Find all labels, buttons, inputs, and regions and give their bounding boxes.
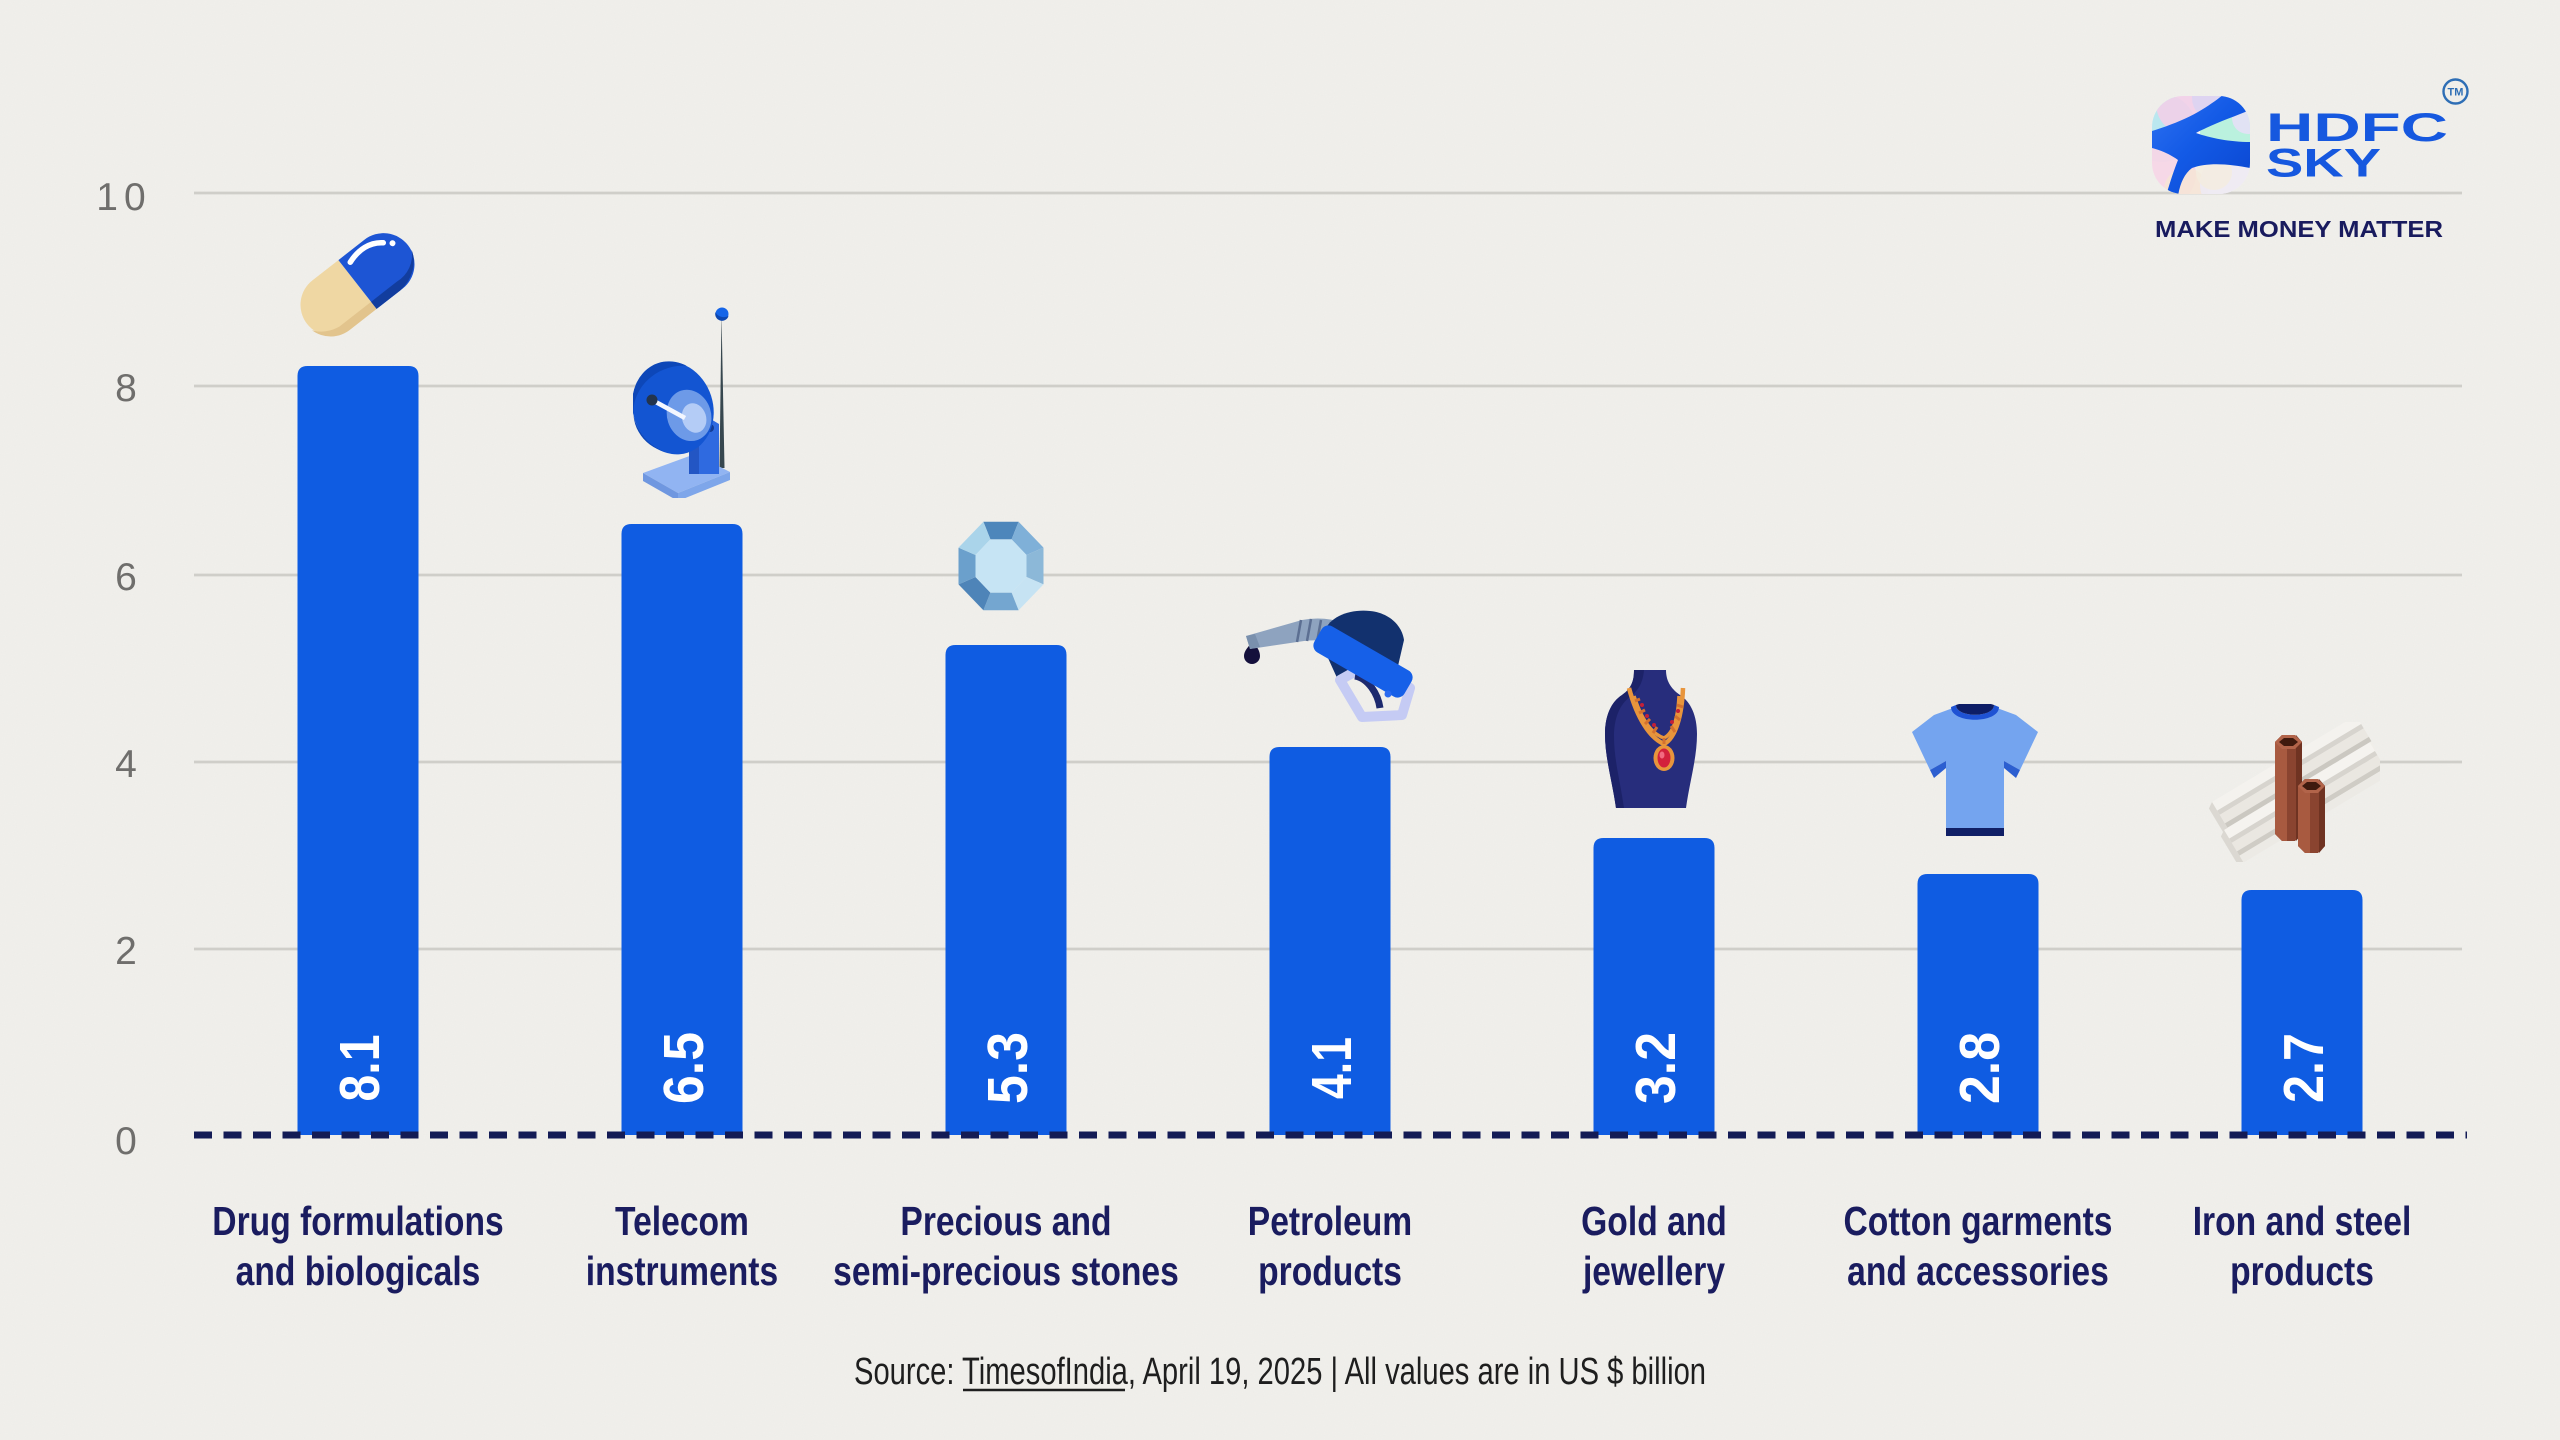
svg-text:8: 8 <box>115 367 137 410</box>
svg-text:4.1: 4.1 <box>1300 1037 1364 1099</box>
svg-text:5.3: 5.3 <box>976 1032 1040 1104</box>
svg-text:10: 10 <box>96 176 151 219</box>
svg-text:TM: TM <box>2448 87 2464 99</box>
svg-text:2.8: 2.8 <box>1948 1032 2012 1104</box>
svg-text:MAKE MONEY MATTER: MAKE MONEY MATTER <box>2155 216 2443 242</box>
svg-text:6.5: 6.5 <box>652 1032 716 1104</box>
svg-text:3.2: 3.2 <box>1624 1032 1688 1104</box>
svg-text:Source: TimesofIndia, April 19: Source: TimesofIndia, April 19, 2025 | A… <box>854 1351 1706 1393</box>
svg-text:0: 0 <box>115 1120 137 1163</box>
svg-text:6: 6 <box>115 556 137 599</box>
svg-text:4: 4 <box>115 743 137 786</box>
svg-text:8.1: 8.1 <box>328 1035 392 1102</box>
svg-text:HDFC: HDFC <box>2266 106 2448 150</box>
svg-text:2: 2 <box>115 930 137 973</box>
svg-text:2.7: 2.7 <box>2272 1033 2336 1103</box>
svg-text:SKY: SKY <box>2266 142 2381 186</box>
